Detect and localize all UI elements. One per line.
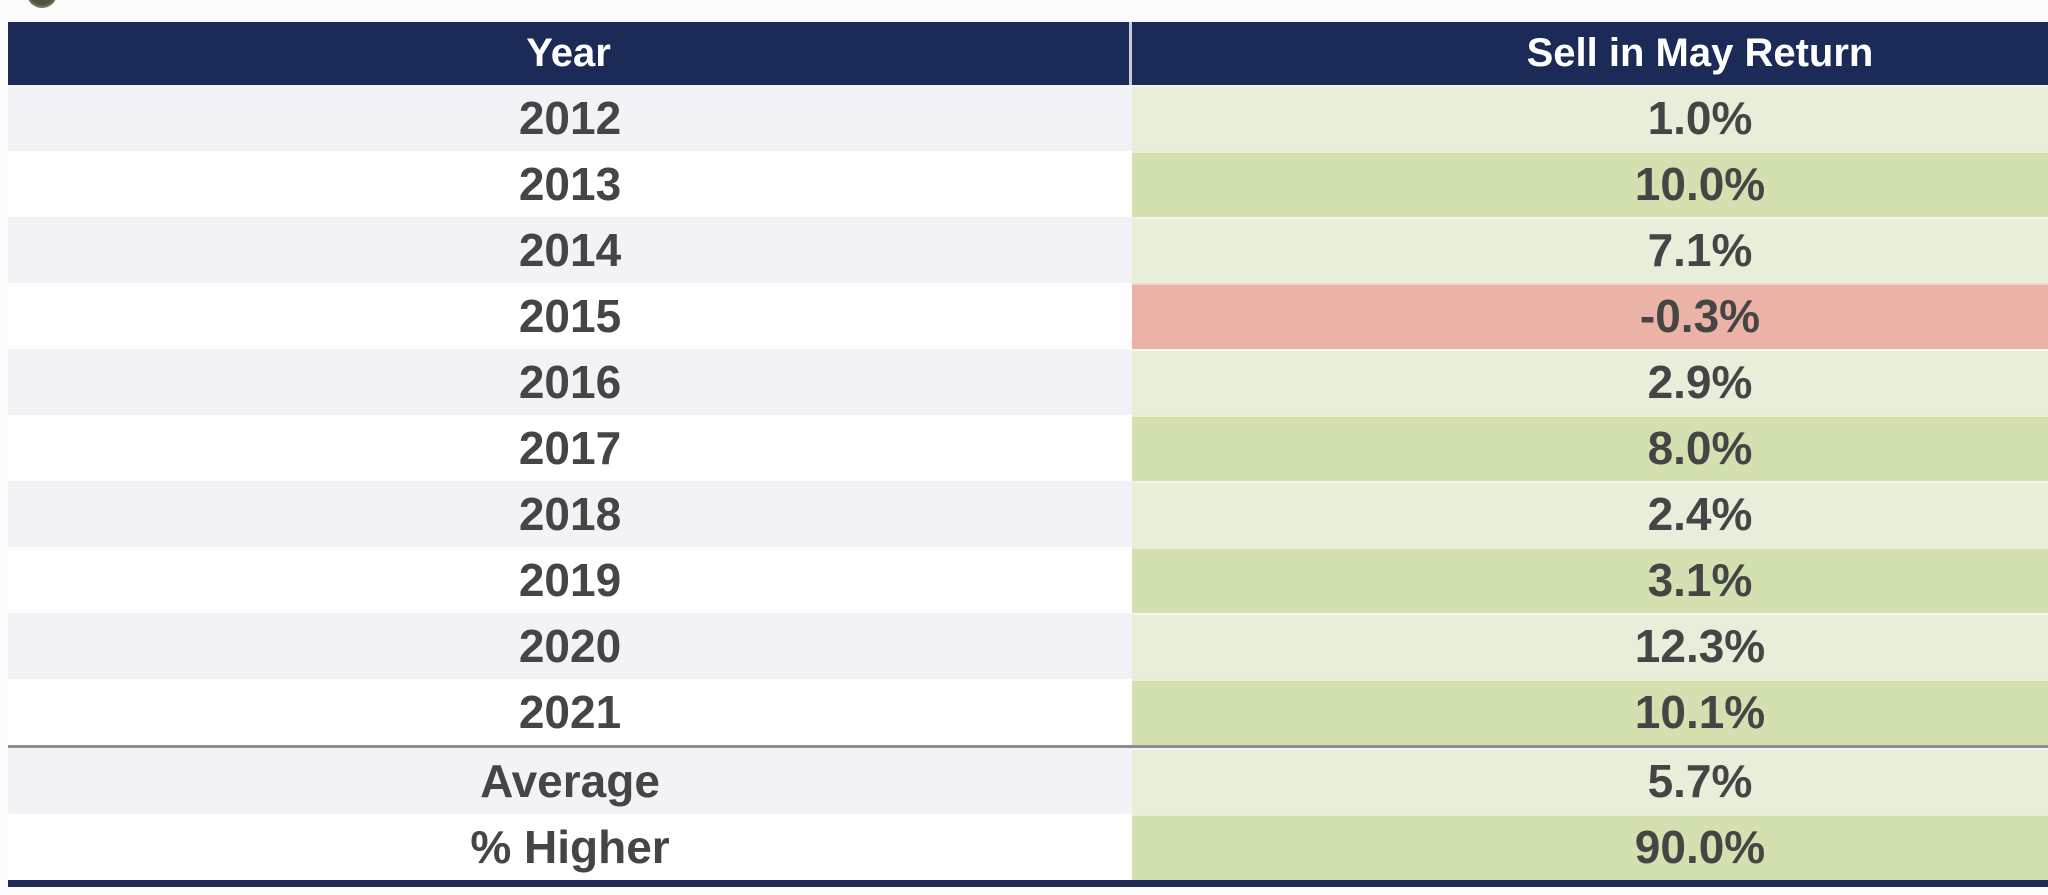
year-cell: 2014	[8, 217, 1132, 283]
return-cell: -0.3%	[1132, 283, 2048, 349]
year-cell: 2018	[8, 481, 1132, 547]
return-cell: 1.0%	[1132, 85, 2048, 151]
return-cell: 10.0%	[1132, 151, 2048, 217]
table-row: 2012 1.0%	[8, 85, 2048, 151]
year-cell: 2020	[8, 613, 1132, 679]
table-row: 2021 10.1%	[8, 679, 2048, 745]
return-cell: 3.1%	[1132, 547, 2048, 613]
table-row: 2020 12.3%	[8, 613, 2048, 679]
year-cell: % Higher	[8, 814, 1132, 880]
table-row: 2014 7.1%	[8, 217, 2048, 283]
year-cell: Average	[8, 748, 1132, 814]
year-cell: 2019	[8, 547, 1132, 613]
return-cell: 2.9%	[1132, 349, 2048, 415]
partial-circle-decoration	[27, 0, 57, 8]
year-column-header: Year	[8, 22, 1132, 85]
year-cell: 2017	[8, 415, 1132, 481]
table-row: 2016 2.9%	[8, 349, 2048, 415]
table-row: 2015 -0.3%	[8, 283, 2048, 349]
return-cell: 5.7%	[1132, 748, 2048, 814]
year-cell: 2012	[8, 85, 1132, 151]
return-cell: 90.0%	[1132, 814, 2048, 880]
table-row: 2017 8.0%	[8, 415, 2048, 481]
return-cell: 12.3%	[1132, 613, 2048, 679]
sell-in-may-table: Year Sell in May Return 2012 1.0% 2013 1…	[8, 22, 2048, 887]
year-cell: 2021	[8, 679, 1132, 745]
table-row: 2019 3.1%	[8, 547, 2048, 613]
return-column-header: Sell in May Return	[1526, 31, 1874, 75]
table-row: 2018 2.4%	[8, 481, 2048, 547]
return-cell: 8.0%	[1132, 415, 2048, 481]
return-cell: 2.4%	[1132, 481, 2048, 547]
table-row: 2013 10.0%	[8, 151, 2048, 217]
year-cell: 2015	[8, 283, 1132, 349]
year-cell: 2016	[8, 349, 1132, 415]
summary-divider	[8, 745, 2048, 748]
return-cell: 10.1%	[1132, 679, 2048, 745]
summary-row-average: Average 5.7%	[8, 748, 2048, 814]
year-cell: 2013	[8, 151, 1132, 217]
summary-row-percent-higher: % Higher 90.0%	[8, 814, 2048, 880]
table-header-row: Year Sell in May Return	[8, 22, 2048, 85]
return-cell: 7.1%	[1132, 217, 2048, 283]
